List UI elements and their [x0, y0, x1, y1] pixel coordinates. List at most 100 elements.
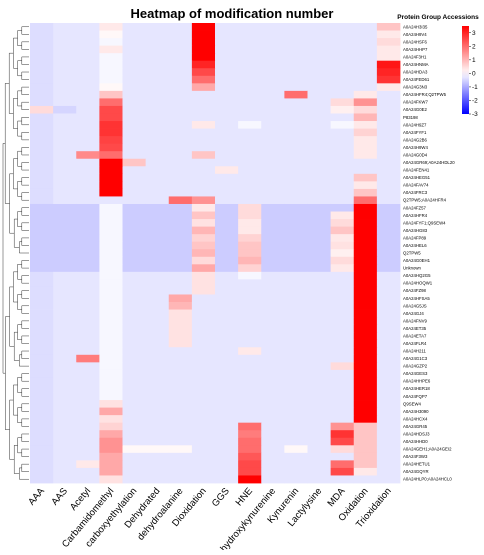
dendrogram-branch: [21, 290, 29, 299]
column-label: AAS: [49, 486, 70, 508]
heatmap-cell: [261, 75, 285, 84]
heatmap-cell: [30, 98, 54, 107]
heatmap-cell: [145, 460, 170, 469]
heatmap-cell: [307, 430, 332, 439]
heatmap-cell: [238, 249, 262, 258]
heatmap-cell: [145, 339, 170, 348]
heatmap-cell: [53, 302, 77, 310]
heatmap-cell: [99, 430, 123, 439]
dendrogram-branch: [21, 192, 29, 201]
heatmap-cell: [168, 219, 193, 228]
row-label: A0A24H3I35: [403, 24, 428, 29]
heatmap-cell: [353, 377, 378, 386]
heatmap-cell: [330, 286, 355, 295]
heatmap-cell: [122, 219, 147, 228]
heatmap-cell: [168, 430, 193, 439]
heatmap-cell: [99, 384, 123, 393]
heatmap-cell: [376, 422, 401, 431]
heatmap-cell: [307, 121, 332, 129]
heatmap-cell: [376, 377, 401, 386]
heatmap-cell: [191, 264, 216, 273]
dendrogram-branch: [21, 237, 29, 246]
heatmap-cell: [191, 452, 216, 461]
heatmap-cell: [284, 151, 308, 160]
heatmap-cell: [353, 53, 378, 62]
heatmap-cell: [168, 309, 193, 318]
heatmap-cell: [53, 196, 77, 205]
heatmap-cell: [376, 309, 401, 318]
heatmap-cell: [76, 422, 100, 431]
heatmap-cell: [168, 347, 193, 356]
heatmap-cell: [330, 45, 355, 54]
heatmap-cell: [30, 234, 54, 243]
heatmap-cell: [191, 45, 216, 54]
heatmap-cell: [238, 158, 262, 167]
heatmap-cell: [215, 143, 239, 152]
heatmap-cell: [122, 430, 147, 439]
heatmap-cell: [307, 460, 332, 469]
heatmap-cell: [30, 75, 54, 84]
heatmap-cell: [307, 400, 332, 408]
heatmap-cell: [238, 241, 262, 250]
heatmap-cell: [145, 158, 170, 167]
color-scale-bar: [462, 26, 469, 114]
heatmap-cell: [53, 234, 77, 243]
heatmap-cell: [215, 354, 239, 363]
heatmap-cell: [376, 121, 401, 129]
heatmap-cell: [168, 286, 193, 295]
heatmap-cell: [145, 166, 170, 175]
heatmap-cell: [376, 475, 401, 484]
heatmap-cell: [376, 113, 401, 122]
heatmap-cell: [30, 68, 54, 77]
heatmap-cell: [307, 392, 332, 401]
column-label: AAA: [26, 485, 47, 507]
heatmap-cell: [76, 369, 100, 378]
heatmap-cell: [284, 362, 308, 371]
heatmap-cell: [376, 188, 401, 197]
heatmap-cell: [145, 256, 170, 265]
heatmap-cell: [76, 188, 100, 197]
heatmap-cell: [122, 279, 147, 288]
heatmap-cell: [76, 400, 100, 408]
heatmap-cell: [191, 166, 216, 175]
heatmap-cell: [330, 38, 355, 47]
heatmap-cell: [353, 264, 378, 273]
dendrogram-branch: [21, 162, 29, 171]
color-scale-tick-label: -1: [472, 84, 478, 91]
heatmap-cell: [330, 294, 355, 303]
heatmap-cell: [30, 354, 54, 363]
heatmap-cell: [145, 113, 170, 122]
heatmap-cell: [215, 430, 239, 439]
heatmap-cell: [191, 279, 216, 288]
heatmap-cell: [353, 332, 378, 341]
heatmap-cell: [261, 347, 285, 356]
heatmap-cell: [330, 188, 355, 197]
dendrogram-branch: [21, 147, 29, 156]
heatmap-cell: [76, 83, 100, 92]
row-label: P83198: [403, 115, 418, 120]
heatmap-cell: [215, 75, 239, 84]
heatmap-cell: [261, 30, 285, 39]
heatmap-cell: [330, 339, 355, 348]
heatmap-cell: [376, 38, 401, 47]
heatmap-cell: [284, 23, 308, 31]
heatmap-cell: [168, 30, 193, 39]
heatmap-cell: [30, 23, 54, 31]
heatmap-cell: [99, 369, 123, 378]
heatmap-cell: [30, 30, 54, 39]
heatmap-cell: [145, 68, 170, 77]
heatmap-cell: [145, 173, 170, 182]
heatmap-cell: [284, 384, 308, 393]
heatmap-cell: [30, 279, 54, 288]
heatmap-cell: [53, 68, 77, 77]
heatmap-cell: [168, 279, 193, 288]
heatmap-cell: [53, 400, 77, 408]
heatmap-cell: [168, 136, 193, 145]
heatmap-cell: [168, 377, 193, 386]
heatmap-cell: [307, 294, 332, 303]
heatmap-cell: [376, 219, 401, 228]
color-scale-tick-label: -2: [472, 98, 478, 105]
heatmap-cell: [238, 181, 262, 190]
heatmap-cell: [261, 136, 285, 145]
heatmap-cell: [191, 113, 216, 122]
